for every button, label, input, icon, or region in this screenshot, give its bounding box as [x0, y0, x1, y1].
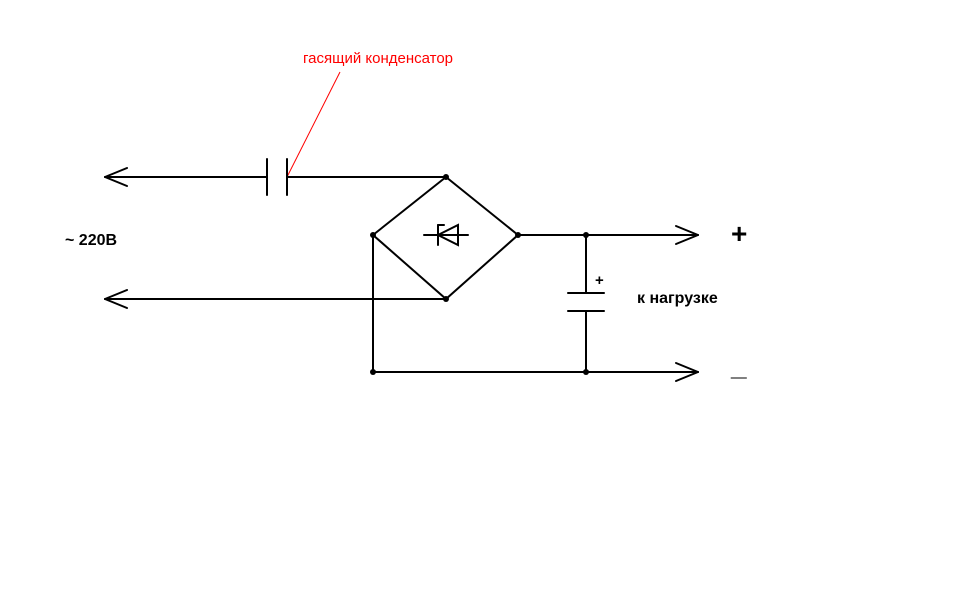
output-label: к нагрузке	[637, 290, 718, 307]
node-bridge-top	[443, 174, 449, 180]
node-filtercap-bot	[583, 369, 589, 375]
arrowhead	[105, 168, 127, 177]
arrowhead	[676, 226, 698, 235]
node-bridge-right	[515, 232, 521, 238]
arrowhead	[676, 363, 698, 372]
node-bridge-left	[370, 232, 376, 238]
node-filtercap-top	[583, 232, 589, 238]
output-minus-sign: _	[730, 350, 747, 381]
input-voltage-label: ~ 220В	[65, 232, 117, 249]
arrowhead	[105, 290, 127, 299]
arrowhead	[105, 299, 127, 308]
filter-cap-plus-sign: +	[595, 272, 604, 289]
annotation-line	[287, 72, 340, 177]
wires-group	[105, 159, 698, 381]
arrowhead	[676, 235, 698, 244]
node-bottom-left	[370, 369, 376, 375]
arrowhead	[105, 177, 127, 186]
node-bridge-bottom	[443, 296, 449, 302]
annotation-label: гасящий конденсатор	[303, 50, 453, 67]
arrowhead	[676, 372, 698, 381]
circuit-diagram: гасящий конденсатор ~ 220В к нагрузке + …	[0, 0, 958, 610]
output-plus-sign: +	[731, 218, 747, 249]
